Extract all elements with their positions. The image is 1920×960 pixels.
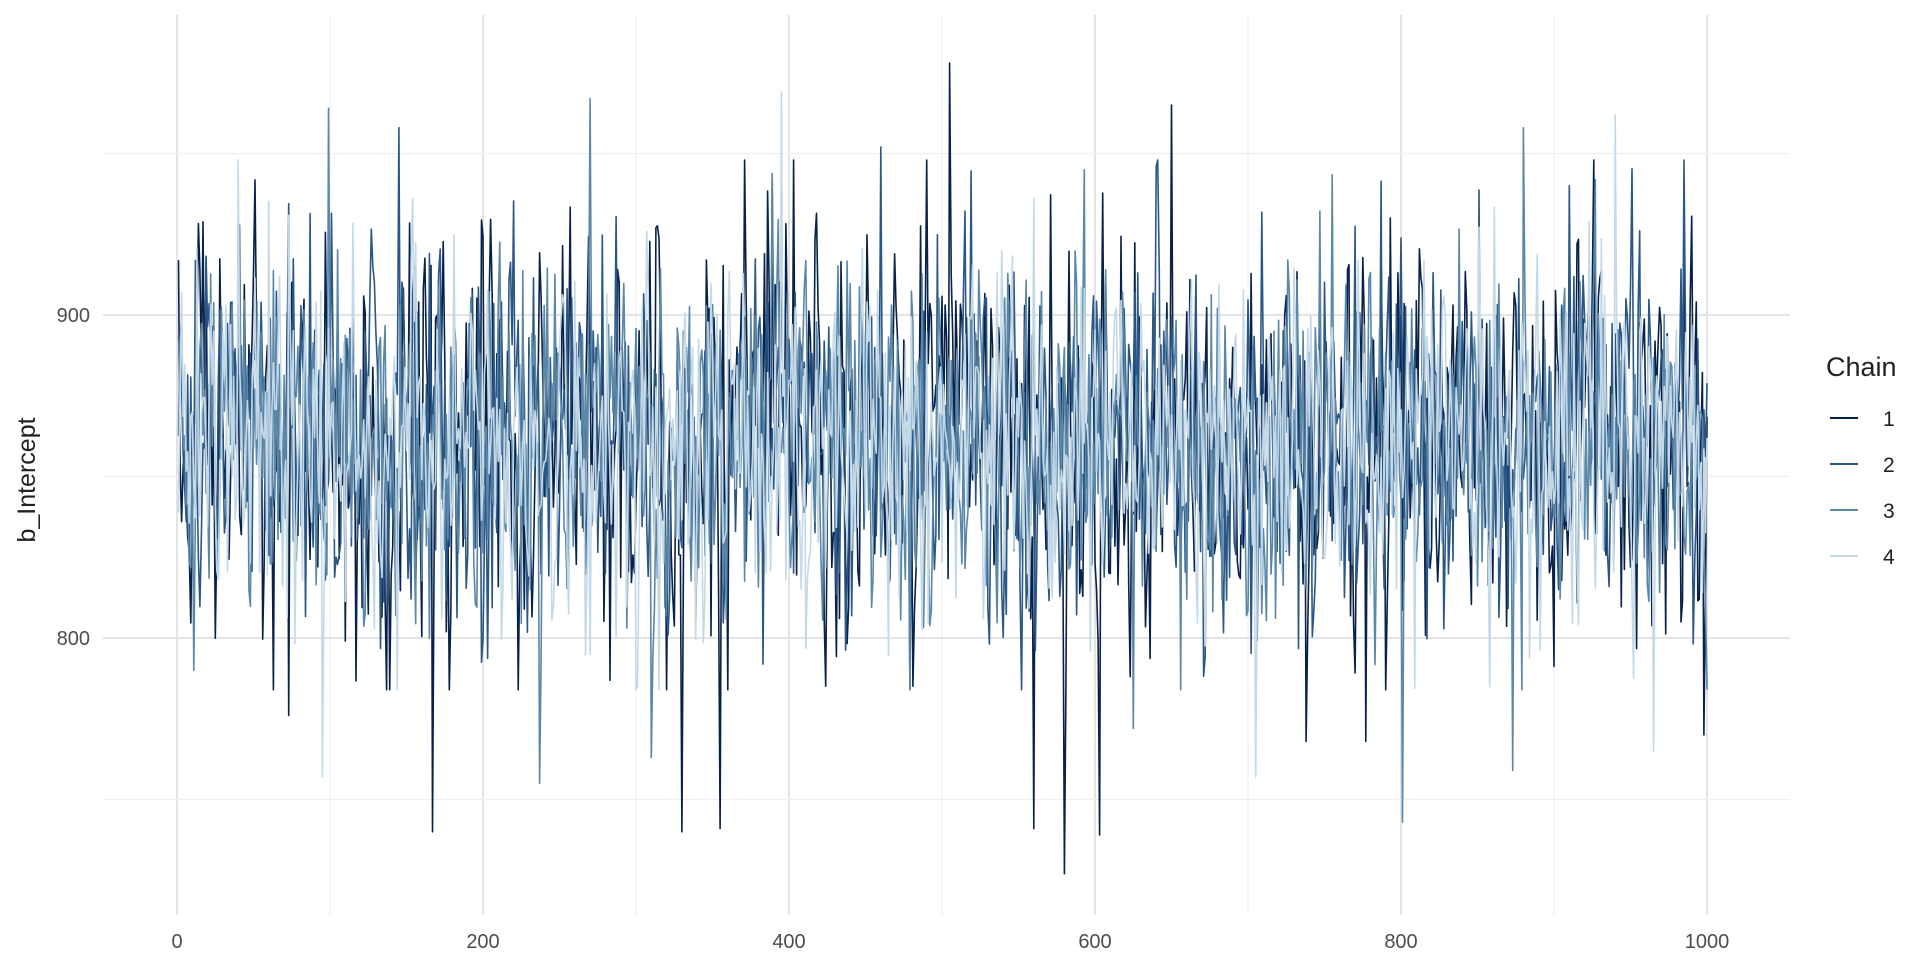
legend-label-1: 1 [1883, 408, 1895, 431]
legend: Chain 1 2 3 4 [1826, 352, 1897, 569]
x-tick-label: 400 [772, 931, 805, 953]
x-tick-label: 200 [466, 931, 499, 953]
x-tick-label: 0 [171, 931, 182, 953]
chain-1-trace [177, 62, 1708, 875]
y-tick-label: 900 [57, 305, 90, 327]
y-axis-label: b_Intercept [13, 417, 41, 542]
x-tick-label: 800 [1384, 931, 1417, 953]
y-tick-label: 800 [57, 628, 90, 650]
legend-label-4: 4 [1883, 546, 1895, 569]
x-axis-ticks: 0 200 400 600 800 1000 [171, 931, 1729, 953]
legend-label-3: 3 [1883, 500, 1895, 523]
x-tick-label: 1000 [1685, 931, 1730, 953]
plot-series [177, 62, 1708, 875]
legend-label-2: 2 [1883, 454, 1895, 477]
chain-4-trace [177, 91, 1708, 778]
legend-title: Chain [1826, 352, 1897, 382]
x-tick-label: 600 [1078, 931, 1111, 953]
y-axis-ticks: 800 900 [57, 305, 90, 650]
